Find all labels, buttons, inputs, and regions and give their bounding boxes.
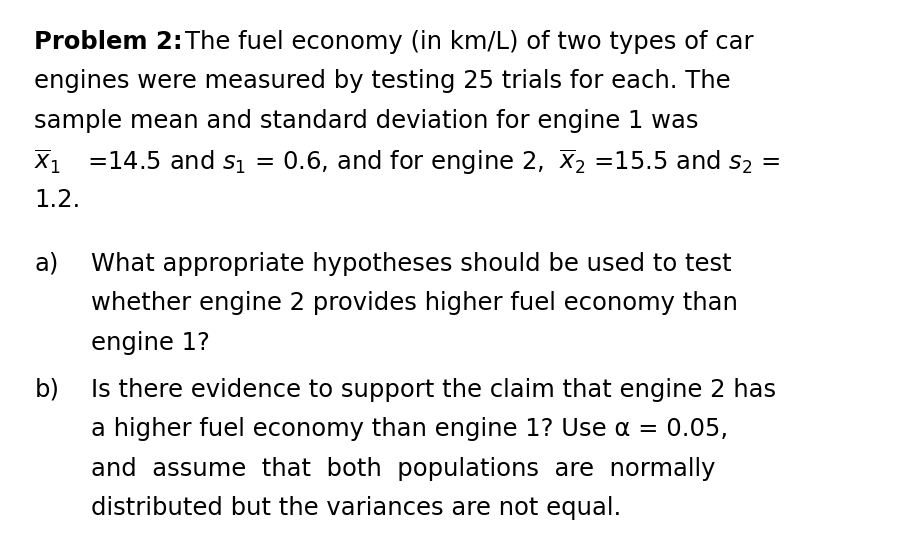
Text: sample mean and standard deviation for engine 1 was: sample mean and standard deviation for e… [34, 109, 698, 133]
Text: $\overline{x}_1$: $\overline{x}_1$ [34, 148, 61, 176]
Text: distributed but the variances are not equal.: distributed but the variances are not eq… [91, 496, 621, 520]
Text: whether engine 2 provides higher fuel economy than: whether engine 2 provides higher fuel ec… [91, 291, 738, 315]
Text: engine 1?: engine 1? [91, 331, 209, 354]
Text: =14.5 and $s_1$ = 0.6, and for engine 2,  $\overline{x}_2$ =15.5 and $s_2$ =: =14.5 and $s_1$ = 0.6, and for engine 2,… [87, 148, 779, 177]
Text: Problem 2:: Problem 2: [34, 30, 182, 54]
Text: The fuel economy (in km/L) of two types of car: The fuel economy (in km/L) of two types … [185, 30, 753, 54]
Text: b): b) [34, 378, 60, 401]
Text: engines were measured by testing 25 trials for each. The: engines were measured by testing 25 tria… [34, 69, 731, 93]
Text: 1.2.: 1.2. [34, 188, 80, 212]
Text: What appropriate hypotheses should be used to test: What appropriate hypotheses should be us… [91, 252, 731, 275]
Text: a higher fuel economy than engine 1? Use α = 0.05,: a higher fuel economy than engine 1? Use… [91, 417, 728, 441]
Text: Is there evidence to support the claim that engine 2 has: Is there evidence to support the claim t… [91, 378, 776, 401]
Text: a): a) [34, 252, 59, 275]
Text: and  assume  that  both  populations  are  normally: and assume that both populations are nor… [91, 457, 715, 480]
